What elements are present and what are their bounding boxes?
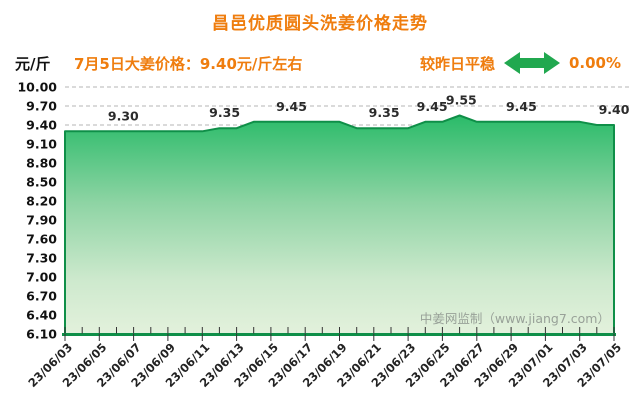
current-price-note: 7月5日大姜价格：9.40元/斤左右 bbox=[74, 55, 303, 73]
y-tick-label: 8.50 bbox=[26, 175, 57, 190]
y-tick-label: 6.70 bbox=[26, 289, 57, 304]
double-arrow-icon bbox=[503, 52, 560, 74]
double-arrow-shape bbox=[503, 52, 560, 74]
trend-percent-value: 0.00% bbox=[568, 54, 621, 72]
point-value-label: 9.55 bbox=[446, 93, 477, 108]
y-tick-label: 7.90 bbox=[26, 213, 57, 228]
y-axis-unit-label: 元/斤 bbox=[15, 55, 51, 73]
x-axis-labels: 23/06/0323/06/0523/06/0723/06/0923/06/11… bbox=[25, 340, 624, 390]
y-tick-label: 6.10 bbox=[26, 327, 57, 342]
point-value-label: 9.45 bbox=[417, 99, 448, 114]
y-tick-label: 8.80 bbox=[26, 156, 57, 171]
y-tick-label: 10.00 bbox=[17, 80, 57, 95]
y-tick-label: 9.40 bbox=[26, 118, 57, 133]
trend-status-group: 较昨日平稳 0.00% bbox=[420, 50, 621, 76]
point-value-label: 9.35 bbox=[209, 105, 240, 120]
y-tick-label: 8.20 bbox=[26, 194, 57, 209]
point-value-label: 9.30 bbox=[108, 108, 139, 123]
y-tick-label: 9.10 bbox=[26, 137, 57, 152]
page-title: 昌邑优质圆头洗姜价格走势 bbox=[212, 14, 428, 34]
y-tick-label: 6.40 bbox=[26, 308, 57, 323]
point-value-labels: 9.30 9.35 9.45 9.35 9.459.55 9.45 9.40 bbox=[108, 93, 630, 124]
y-tick-label: 7.60 bbox=[26, 232, 57, 247]
price-area-series bbox=[64, 114, 615, 335]
y-tick-label: 7.30 bbox=[26, 251, 57, 266]
x-axis-ticks bbox=[64, 327, 615, 341]
point-value-label: 9.40 bbox=[599, 102, 630, 117]
trend-status-label: 较昨日平稳 bbox=[419, 54, 495, 73]
y-tick-label: 7.00 bbox=[26, 270, 57, 285]
point-value-label: 9.45 bbox=[276, 99, 307, 114]
y-axis-labels: 10.00 9.70 9.40 9.10 8.80 8.50 8.20 7.90 7.60 7.3… bbox=[17, 80, 57, 342]
watermark-text: 中姜网监制（www.jiang7.com） bbox=[420, 311, 610, 326]
point-value-label: 9.35 bbox=[369, 105, 400, 120]
y-tick-label: 9.70 bbox=[26, 99, 57, 114]
point-value-label: 9.45 bbox=[506, 99, 537, 114]
